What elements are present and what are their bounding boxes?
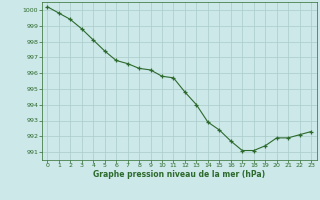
X-axis label: Graphe pression niveau de la mer (hPa): Graphe pression niveau de la mer (hPa) [93, 170, 265, 179]
